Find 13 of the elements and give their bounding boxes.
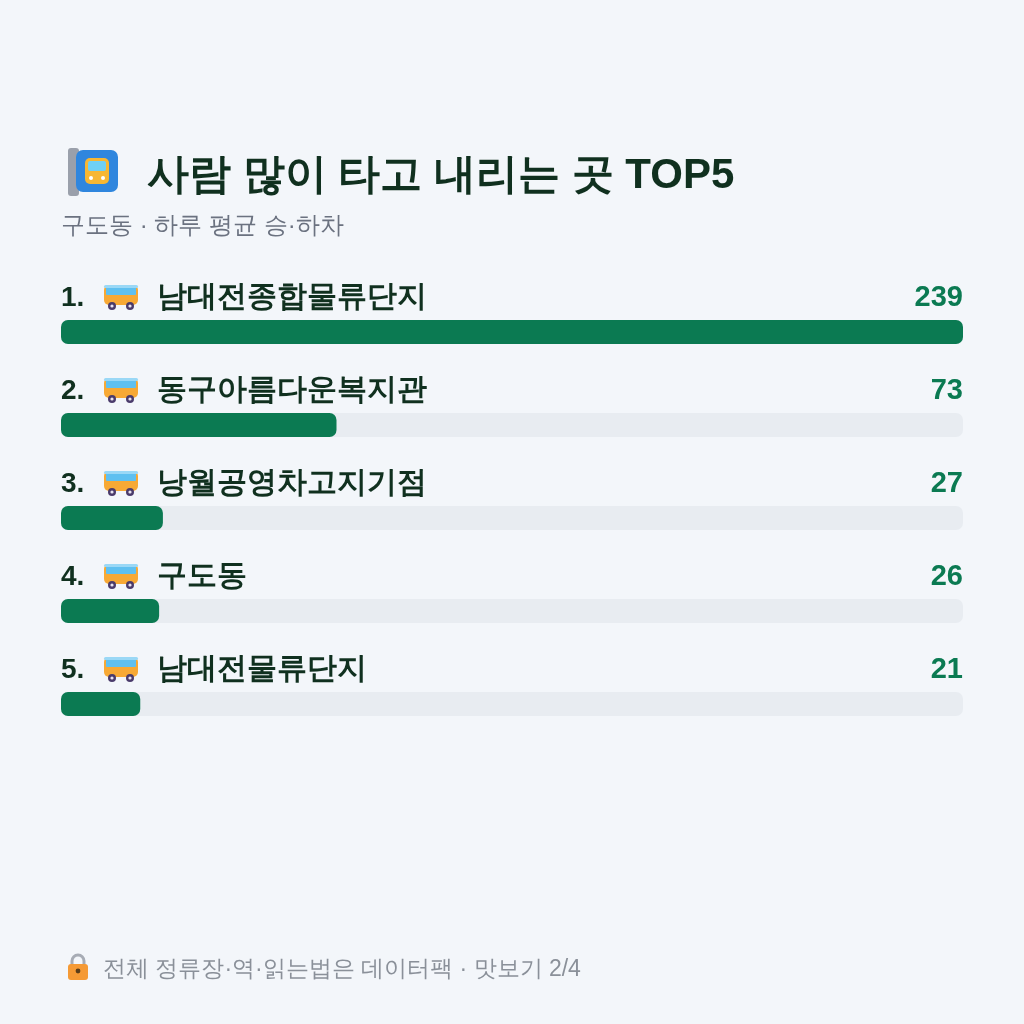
data-label: 73 (930, 373, 963, 405)
data-label: 21 (930, 652, 963, 684)
category-label: 3. 낭월공영차고지기점 (61, 465, 427, 498)
category-label: 1. 남대전종합물류단지 (61, 279, 427, 312)
category-label: 4. 구도동 (61, 558, 247, 591)
text: 전체 정류장·역·읽는법은 데이터팩 · 맛보기 2/4 (103, 955, 582, 981)
chart-subtitle: 구도동 · 하루 평균 승·하차 (61, 211, 344, 238)
chart-title: 사람 많이 타고 내리는 곳 TOP5 (147, 150, 735, 197)
data-label: 26 (930, 559, 963, 591)
category-label: 5. 남대전물류단지 (61, 651, 367, 684)
data-label: 27 (930, 466, 963, 498)
category-label: 2. 동구아름다운복지관 (61, 372, 427, 405)
data-label: 239 (914, 280, 963, 312)
